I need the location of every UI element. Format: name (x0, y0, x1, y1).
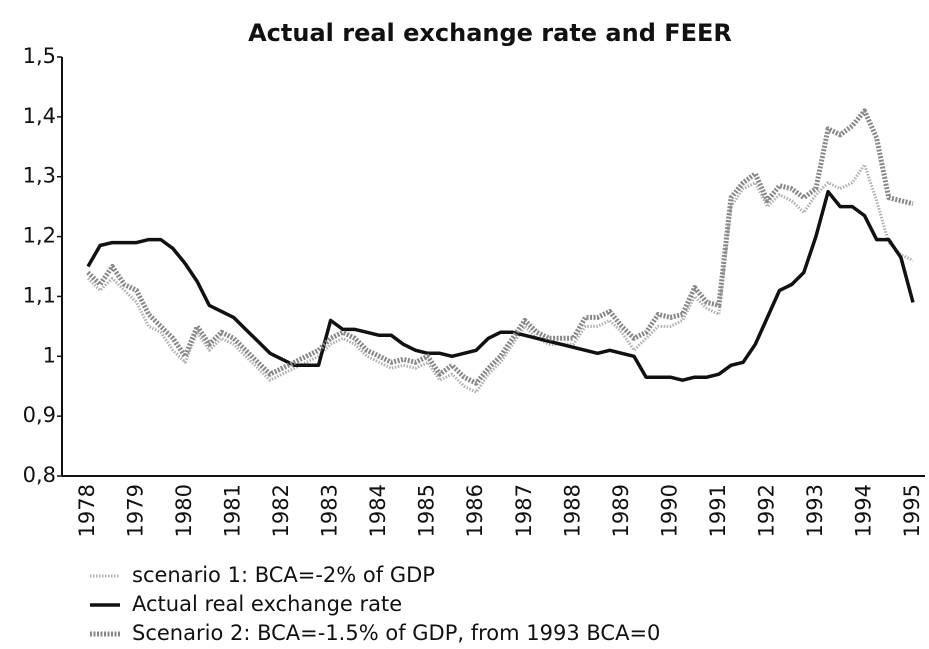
x-tick-label: 1994 (851, 484, 875, 537)
y-tick-label: 1,4 (23, 104, 56, 128)
chart-title: Actual real exchange rate and FEER (248, 19, 732, 47)
x-tick-label: 1979 (124, 484, 148, 537)
x-tick-label: 1982 (269, 484, 293, 537)
x-tick-label: 1983 (318, 484, 342, 537)
y-tick-label: 0,8 (23, 463, 56, 487)
y-tick-label: 1,3 (23, 164, 56, 188)
series-line (86, 163, 914, 394)
x-tick-label: 1995 (900, 484, 924, 537)
y-tick-label: 1,1 (23, 283, 56, 307)
legend-label: Actual real exchange rate (132, 592, 402, 616)
x-tick-label: 1984 (366, 484, 390, 537)
x-tick-label: 1993 (803, 484, 827, 537)
x-tick-label: 1990 (657, 484, 681, 537)
x-tick-label: 1989 (609, 484, 633, 537)
x-tick-label: 1981 (221, 484, 245, 537)
x-tick-label: 1992 (754, 484, 778, 537)
x-tick-label: 1978 (75, 484, 99, 537)
x-tick-label: 1991 (706, 484, 730, 537)
x-tick-label: 1987 (512, 484, 536, 537)
y-tick-label: 1,2 (23, 224, 56, 248)
legend-label: scenario 1: BCA=-2% of GDP (132, 563, 435, 587)
x-tick-label: 1980 (172, 484, 196, 537)
y-tick-label: 0,9 (23, 403, 56, 427)
series-line (86, 189, 915, 382)
y-tick-label: 1 (43, 343, 56, 367)
legend-label: Scenario 2: BCA=-1.5% of GDP, from 1993 … (132, 621, 660, 645)
x-tick-label: 1985 (415, 484, 439, 537)
x-tick-label: 1988 (560, 484, 584, 537)
x-tick-label: 1986 (463, 484, 487, 537)
y-tick-label: 1,5 (23, 44, 56, 68)
series-line (86, 108, 914, 386)
